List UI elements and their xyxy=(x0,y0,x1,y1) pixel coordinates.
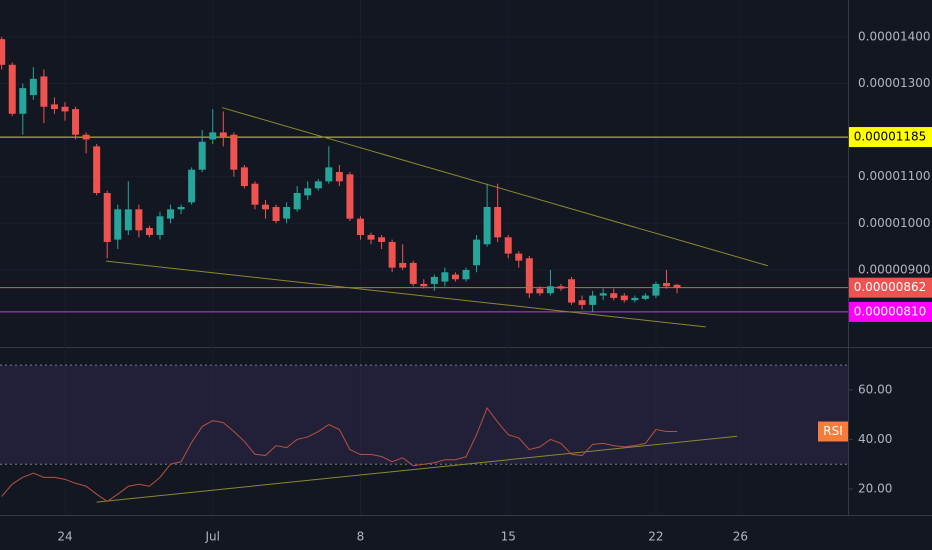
candle-body xyxy=(72,109,80,135)
candle-body xyxy=(135,209,143,231)
candle-body xyxy=(304,188,312,196)
rsi-y-tick-label: 20.00 xyxy=(858,481,892,495)
price-badge xyxy=(849,277,932,298)
trendline xyxy=(222,107,768,267)
price-badge-label: 0.00000862 xyxy=(854,280,927,294)
candle-body xyxy=(61,106,69,112)
price-badge-label: 0.00001185 xyxy=(854,130,927,144)
candle-body xyxy=(546,286,554,294)
candle-body xyxy=(40,76,48,107)
price-badge xyxy=(849,301,932,322)
rsi-band xyxy=(0,365,848,465)
candle-body xyxy=(230,134,238,170)
candle-body xyxy=(293,193,301,210)
candle-body xyxy=(483,207,491,245)
candle-body xyxy=(93,146,101,194)
candle-body xyxy=(325,167,333,182)
candle-body xyxy=(504,237,512,254)
candle-body xyxy=(219,132,227,138)
candle-body xyxy=(314,181,322,189)
y-tick-label: 0.00001100 xyxy=(858,169,931,183)
candle-body xyxy=(356,218,364,235)
candle-body xyxy=(19,88,27,114)
candle-body xyxy=(167,209,175,219)
candle-body xyxy=(525,258,533,294)
candle-body xyxy=(599,293,607,296)
y-tick-label: 0.00001300 xyxy=(858,76,931,90)
candle-body xyxy=(156,216,164,235)
candle-body xyxy=(631,297,639,301)
rsi-trendline xyxy=(96,435,738,503)
candle-body xyxy=(610,293,618,298)
candle-body xyxy=(8,64,16,114)
candle-body xyxy=(578,300,586,305)
rsi-y-tick-label: 60.00 xyxy=(858,382,892,396)
candle-body xyxy=(283,207,291,219)
candle-body xyxy=(409,262,417,284)
candle-body xyxy=(124,209,132,231)
candle-body xyxy=(240,167,248,187)
candle-body xyxy=(620,295,628,301)
candle-body xyxy=(198,141,206,170)
candle-body xyxy=(262,204,270,210)
x-tick-label: Jul xyxy=(204,530,219,544)
candle-body xyxy=(473,239,481,266)
y-tick-label: 0.00001400 xyxy=(858,29,931,43)
candle-body xyxy=(494,207,502,238)
candle-body xyxy=(272,207,280,221)
candle-body xyxy=(29,78,37,96)
x-tick-label: 22 xyxy=(648,530,663,544)
trendline xyxy=(106,260,706,328)
candle-body xyxy=(652,283,660,296)
candle-body xyxy=(662,282,670,287)
candle-body xyxy=(568,279,576,303)
candle-body xyxy=(188,169,196,203)
candle-body xyxy=(0,39,6,65)
candle-body xyxy=(209,132,217,140)
candle-body xyxy=(50,104,58,110)
candle-body xyxy=(641,295,649,299)
candle-body xyxy=(103,193,111,242)
candle-body xyxy=(515,253,523,261)
rsi-line xyxy=(1,406,678,502)
candle-body xyxy=(251,183,259,205)
candle-body xyxy=(589,295,597,305)
candle-body xyxy=(114,209,122,240)
candle-body xyxy=(673,284,681,288)
candle-body xyxy=(462,269,470,280)
x-tick-label: 26 xyxy=(733,530,748,544)
y-tick-label: 0.00000900 xyxy=(858,262,931,276)
candle-body xyxy=(145,227,153,235)
x-tick-label: 15 xyxy=(501,530,516,544)
x-tick-label: 8 xyxy=(357,530,365,544)
candle-body xyxy=(557,286,565,289)
rsi-badge xyxy=(818,421,848,442)
price-badge-label: 0.00000810 xyxy=(854,304,927,318)
candle-body xyxy=(430,276,438,284)
candle-body xyxy=(420,283,428,287)
rsi-badge-label: RSI xyxy=(823,424,843,438)
candle-body xyxy=(399,262,407,268)
price-badge xyxy=(849,127,932,148)
rsi-y-tick-label: 40.00 xyxy=(858,432,892,446)
candle-body xyxy=(536,288,544,294)
candle-body xyxy=(388,241,396,268)
candle-body xyxy=(367,234,375,240)
candle-body xyxy=(451,274,459,280)
candle-body xyxy=(346,174,354,219)
candle-body xyxy=(335,172,343,182)
candle-body xyxy=(441,272,449,282)
y-tick-label: 0.00001000 xyxy=(858,216,931,230)
candle-body xyxy=(177,207,185,210)
candle-body xyxy=(82,134,90,140)
candle-body xyxy=(378,237,386,242)
x-tick-label: 24 xyxy=(57,530,72,544)
